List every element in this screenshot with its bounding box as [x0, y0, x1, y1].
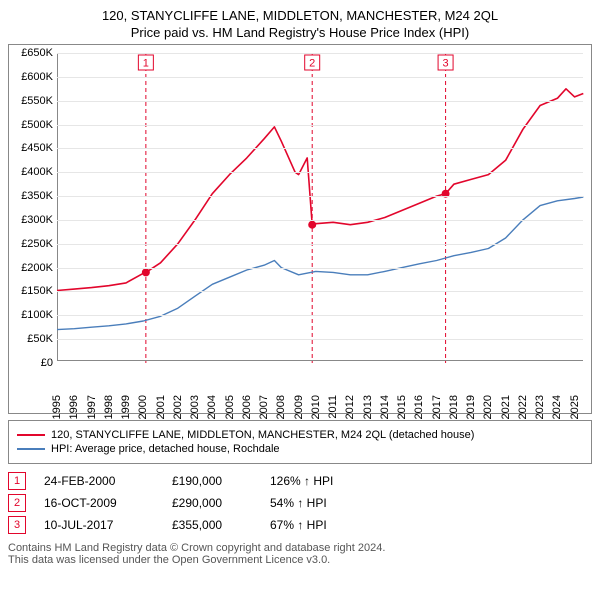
- event-date: 10-JUL-2017: [44, 518, 154, 532]
- x-tick-label: 2025: [569, 395, 581, 419]
- x-tick-label: 2000: [137, 395, 149, 419]
- gridline-h: [57, 339, 583, 340]
- x-tick-label: 2003: [189, 395, 201, 419]
- gridline-h: [57, 220, 583, 221]
- x-tick-label: 2004: [206, 395, 218, 419]
- x-tick-label: 2019: [465, 395, 477, 419]
- y-tick-label: £50K: [9, 333, 53, 345]
- y-tick-label: £300K: [9, 214, 53, 226]
- gridline-h: [57, 196, 583, 197]
- y-tick-label: £600K: [9, 71, 53, 83]
- x-tick-label: 2006: [241, 395, 253, 419]
- legend: 120, STANYCLIFFE LANE, MIDDLETON, MANCHE…: [8, 420, 592, 464]
- y-tick-label: £250K: [9, 238, 53, 250]
- series-line-hpi: [57, 197, 583, 330]
- gridline-h: [57, 148, 583, 149]
- gridline-h: [57, 101, 583, 102]
- gridline-h: [57, 77, 583, 78]
- legend-label-property: 120, STANYCLIFFE LANE, MIDDLETON, MANCHE…: [51, 429, 474, 441]
- legend-swatch-hpi: [17, 448, 45, 450]
- gridline-h: [57, 291, 583, 292]
- x-tick-label: 1995: [51, 395, 63, 419]
- y-tick-label: £150K: [9, 285, 53, 297]
- x-tick-label: 1997: [86, 395, 98, 419]
- event-number-box: 3: [8, 516, 26, 534]
- gridline-h: [57, 315, 583, 316]
- gridline-h: [57, 53, 583, 54]
- x-tick-label: 1998: [103, 395, 115, 419]
- x-tick-label: 2011: [327, 395, 339, 419]
- event-box-number: 2: [309, 58, 315, 70]
- y-tick-label: £550K: [9, 95, 53, 107]
- legend-label-hpi: HPI: Average price, detached house, Roch…: [51, 443, 280, 455]
- x-tick-label: 2008: [275, 395, 287, 419]
- x-tick-label: 2020: [482, 395, 494, 419]
- gridline-h: [57, 172, 583, 173]
- y-tick-label: £500K: [9, 119, 53, 131]
- event-price: £355,000: [172, 518, 252, 532]
- event-number-box: 1: [8, 472, 26, 490]
- y-tick-label: £0: [9, 357, 53, 369]
- y-tick-label: £650K: [9, 47, 53, 59]
- x-tick-label: 1999: [120, 395, 132, 419]
- event-hpi: 67% ↑ HPI: [270, 518, 327, 532]
- event-price: £290,000: [172, 496, 252, 510]
- chart-title-line1: 120, STANYCLIFFE LANE, MIDDLETON, MANCHE…: [8, 8, 592, 23]
- x-tick-label: 2024: [551, 395, 563, 419]
- event-row: 1 24-FEB-2000 £190,000 126% ↑ HPI: [8, 472, 592, 490]
- x-tick-label: 2015: [396, 395, 408, 419]
- event-hpi: 126% ↑ HPI: [270, 474, 333, 488]
- x-tick-label: 2018: [448, 395, 460, 419]
- footer-line1: Contains HM Land Registry data © Crown c…: [8, 542, 592, 554]
- x-tick-label: 2012: [344, 395, 356, 419]
- event-hpi: 54% ↑ HPI: [270, 496, 327, 510]
- legend-row: HPI: Average price, detached house, Roch…: [17, 443, 583, 455]
- legend-row: 120, STANYCLIFFE LANE, MIDDLETON, MANCHE…: [17, 429, 583, 441]
- chart-container: 1 2 3 £0 £50K £100K £150K £200K £250K £300K £350K…: [8, 44, 592, 414]
- x-tick-label: 2009: [293, 395, 305, 419]
- x-tick-label: 2005: [224, 395, 236, 419]
- x-tick-label: 2007: [258, 395, 270, 419]
- legend-swatch-property: [17, 434, 45, 436]
- x-tick-label: 1996: [68, 395, 80, 419]
- x-tick-label: 2017: [431, 395, 443, 419]
- event-number-box: 2: [8, 494, 26, 512]
- x-tick-label: 2013: [362, 395, 374, 419]
- x-tick-label: 2021: [500, 395, 512, 419]
- event-row: 3 10-JUL-2017 £355,000 67% ↑ HPI: [8, 516, 592, 534]
- x-tick-label: 2010: [310, 395, 322, 419]
- footer: Contains HM Land Registry data © Crown c…: [8, 542, 592, 566]
- x-tick-label: 2016: [413, 395, 425, 419]
- x-tick-label: 2002: [172, 395, 184, 419]
- x-tick-label: 2001: [155, 395, 167, 419]
- footer-line2: This data was licensed under the Open Go…: [8, 554, 592, 566]
- event-date: 24-FEB-2000: [44, 474, 154, 488]
- x-tick-label: 2022: [517, 395, 529, 419]
- y-tick-label: £200K: [9, 262, 53, 274]
- x-tick-label: 2023: [534, 395, 546, 419]
- event-date: 16-OCT-2009: [44, 496, 154, 510]
- y-tick-label: £100K: [9, 309, 53, 321]
- x-tick-label: 2014: [379, 395, 391, 419]
- y-tick-label: £450K: [9, 142, 53, 154]
- event-price: £190,000: [172, 474, 252, 488]
- gridline-h: [57, 244, 583, 245]
- chart-title-line2: Price paid vs. HM Land Registry's House …: [8, 25, 592, 40]
- y-tick-label: £400K: [9, 166, 53, 178]
- events-table: 1 24-FEB-2000 £190,000 126% ↑ HPI 2 16-OCT-20…: [8, 472, 592, 534]
- series-line-property: [57, 89, 583, 291]
- y-tick-label: £350K: [9, 190, 53, 202]
- event-box-number: 1: [143, 58, 149, 70]
- event-row: 2 16-OCT-2009 £290,000 54% ↑ HPI: [8, 494, 592, 512]
- event-box-number: 3: [443, 58, 449, 70]
- gridline-h: [57, 268, 583, 269]
- gridline-h: [57, 125, 583, 126]
- chart-title-block: 120, STANYCLIFFE LANE, MIDDLETON, MANCHE…: [8, 8, 592, 40]
